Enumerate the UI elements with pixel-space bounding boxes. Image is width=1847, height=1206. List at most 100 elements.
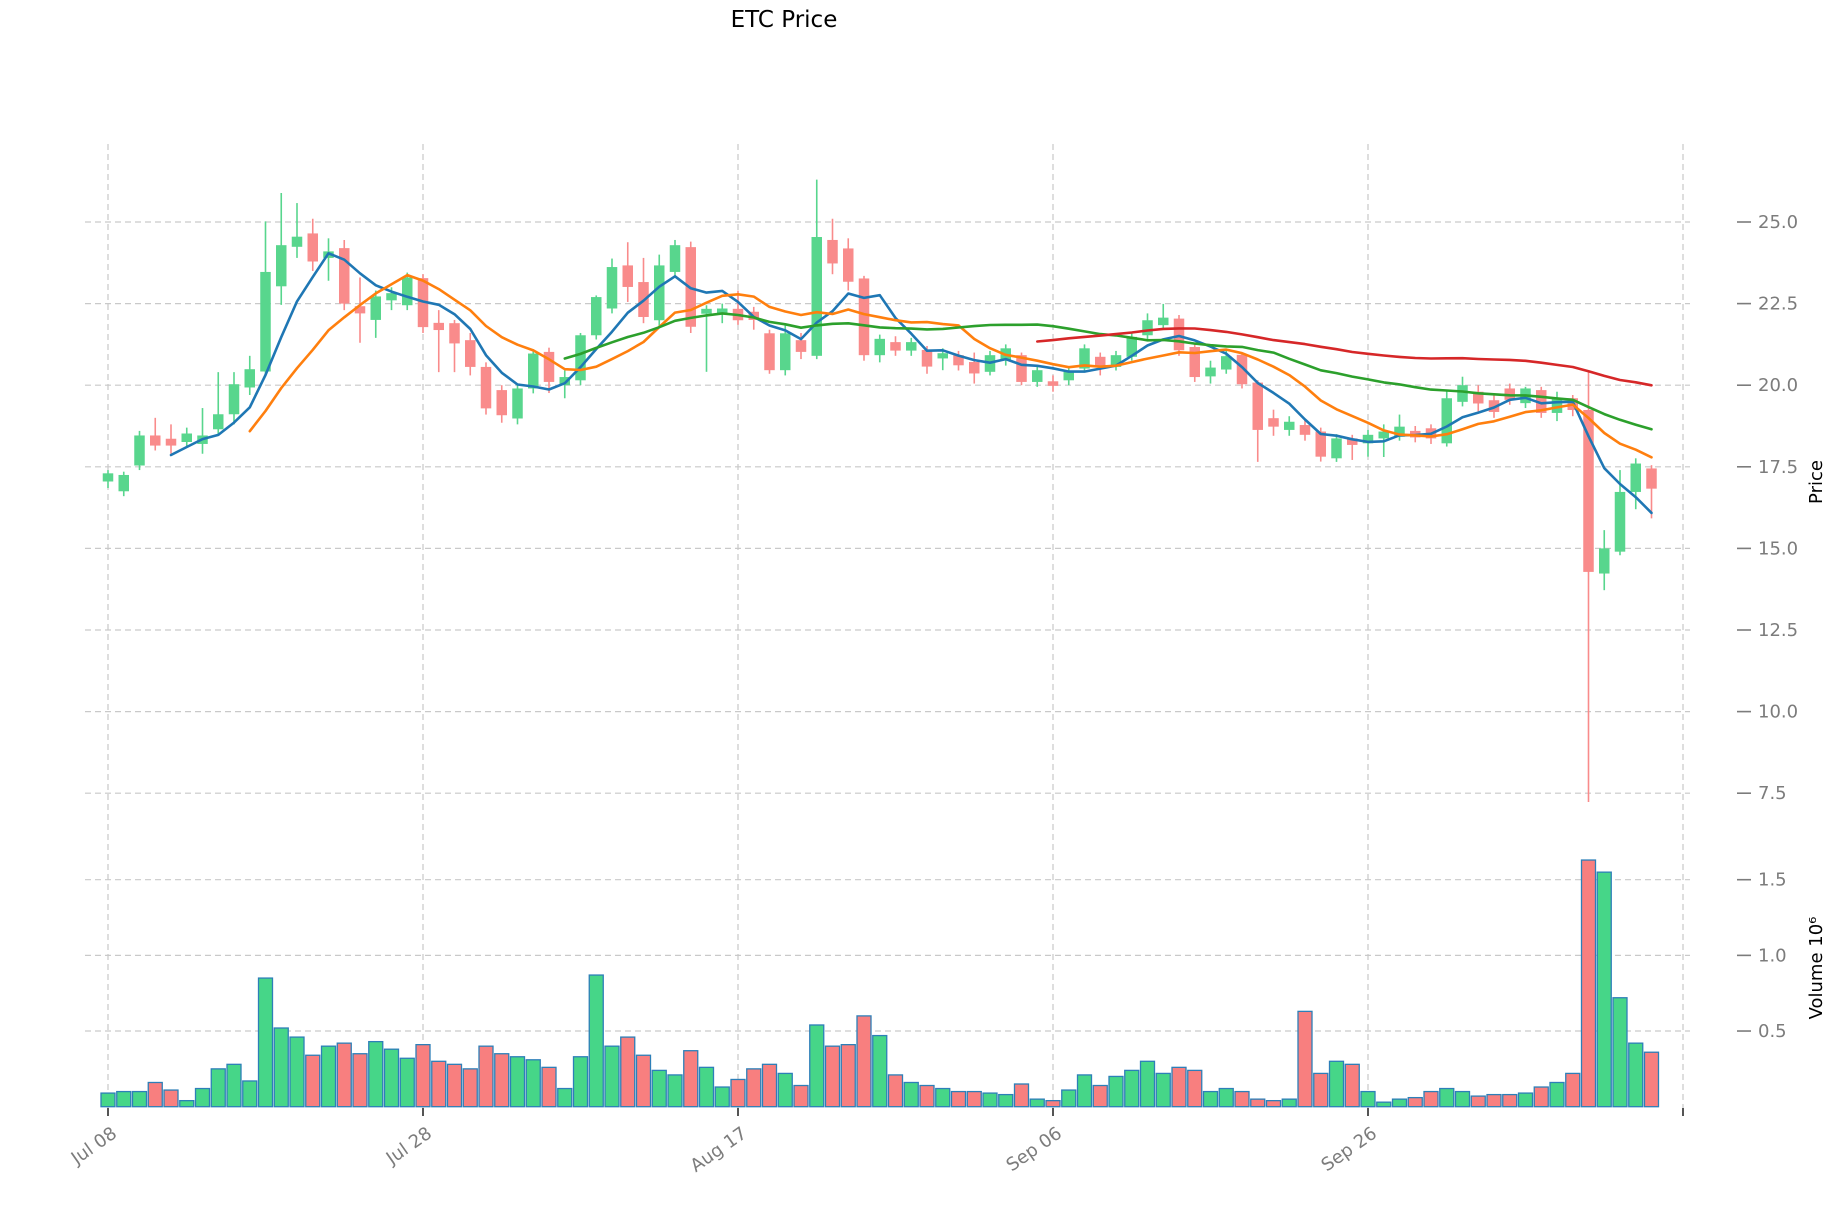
volume-tick-label: 1.5 [1758, 870, 1787, 891]
candle-body [764, 333, 775, 371]
x-axis: Jul 08 Jul 28 Aug 17 Sep 06 Sep 26 [67, 1108, 1684, 1177]
volume-bar [399, 1057, 415, 1108]
chart-title: ETC Price [730, 7, 838, 33]
candle-body [339, 248, 350, 304]
volume-bar [1612, 997, 1628, 1108]
candle-body [465, 340, 476, 367]
volume-axis-title-layer: Volume 10⁶ [1806, 917, 1827, 1020]
candle-body [370, 296, 381, 320]
candle-body [811, 237, 822, 356]
candle-body [386, 293, 397, 301]
volume-bar [1391, 1098, 1408, 1108]
volume-bar [131, 1090, 148, 1108]
volume-bar [1045, 1099, 1061, 1108]
ma-line-60 [1036, 327, 1653, 387]
candle-body [1394, 426, 1405, 437]
volume-bar [273, 1027, 289, 1108]
candle-body [654, 265, 665, 321]
volume-bar [950, 1090, 967, 1108]
volume-bar [1124, 1069, 1140, 1108]
candle-body [165, 438, 177, 446]
volume-bar [1013, 1083, 1030, 1108]
candle-body [307, 233, 318, 262]
price-tick-label: 25.0 [1758, 212, 1798, 233]
candle-body [795, 340, 807, 352]
volume-bar [1643, 1051, 1660, 1108]
volume-bar [100, 1092, 116, 1108]
volume-bar [352, 1053, 368, 1108]
candle-body [118, 474, 129, 492]
volume-bar [226, 1063, 242, 1108]
volume-bar [966, 1090, 982, 1108]
price-tick-label: 20.0 [1758, 375, 1798, 396]
candle-body [1236, 354, 1248, 385]
candle-body [1378, 431, 1389, 439]
volume-bar [746, 1068, 762, 1108]
volume-bar [651, 1069, 667, 1108]
volume-bar [761, 1063, 778, 1108]
volume-bar [1470, 1095, 1486, 1108]
volume-bar [1502, 1093, 1518, 1108]
volume-axis-title: Volume 10⁶ [1806, 917, 1827, 1020]
candle-body [575, 335, 586, 381]
price-tick-label: 22.5 [1758, 294, 1798, 315]
ma-layer-60 [1036, 327, 1653, 387]
ma-line-30 [563, 312, 1653, 431]
volume-bar [509, 1056, 526, 1108]
candle-body [181, 433, 192, 442]
volume-bar [572, 1056, 589, 1108]
price-tick-label: 15.0 [1758, 538, 1798, 559]
volume-bar [982, 1092, 998, 1108]
volume-bar [604, 1045, 620, 1108]
volume-axis: 1.5 1.0 0.5 [1737, 870, 1787, 1042]
candle-body [1173, 318, 1185, 351]
date-tick-label: Aug 17 [687, 1123, 751, 1177]
candle-body [1457, 385, 1468, 402]
volume-bar [887, 1074, 904, 1108]
volume-bar [1029, 1098, 1045, 1108]
candle-body [858, 278, 870, 356]
volume-bar [541, 1066, 557, 1108]
volume-bar [856, 1015, 872, 1108]
volume-bar [1628, 1042, 1644, 1108]
volume-bar [935, 1087, 951, 1108]
candle-body [701, 308, 712, 314]
volume-bar [1297, 1010, 1313, 1108]
volume-bar [1344, 1063, 1360, 1108]
volume-bar [1439, 1087, 1455, 1108]
candle-body [890, 342, 901, 351]
candle-body [1299, 425, 1311, 435]
volume-bar [494, 1053, 510, 1108]
volume-bar [320, 1045, 337, 1108]
candle-body [1630, 463, 1641, 492]
volume-bar [305, 1054, 321, 1108]
volume-bar [1376, 1101, 1392, 1108]
volume-bar [1218, 1087, 1234, 1108]
volume-bar [1171, 1066, 1187, 1108]
volume-bar [1187, 1069, 1203, 1108]
candle-body [937, 353, 948, 359]
volume-bar [1250, 1098, 1266, 1108]
volume-bar [289, 1036, 305, 1108]
volume-bar [1360, 1090, 1376, 1108]
volume-bar [588, 974, 604, 1108]
volume-bar [777, 1072, 793, 1108]
volume-bar [1328, 1060, 1345, 1108]
volume-bar [1108, 1075, 1124, 1108]
grid-layer [85, 144, 1690, 1108]
volume-bar [1202, 1090, 1219, 1108]
volume-bar [1486, 1093, 1502, 1108]
candle-body [543, 351, 555, 382]
candle-body [512, 388, 523, 419]
candle-body [1331, 438, 1342, 459]
candle-body [1205, 367, 1216, 377]
candle-body [1252, 382, 1263, 430]
candle-body [1142, 320, 1153, 336]
volume-bar [1580, 859, 1597, 1108]
volume-bar [1423, 1090, 1439, 1108]
candle-body [433, 322, 444, 331]
candle-body [591, 297, 602, 336]
volume-bar [620, 1036, 636, 1108]
